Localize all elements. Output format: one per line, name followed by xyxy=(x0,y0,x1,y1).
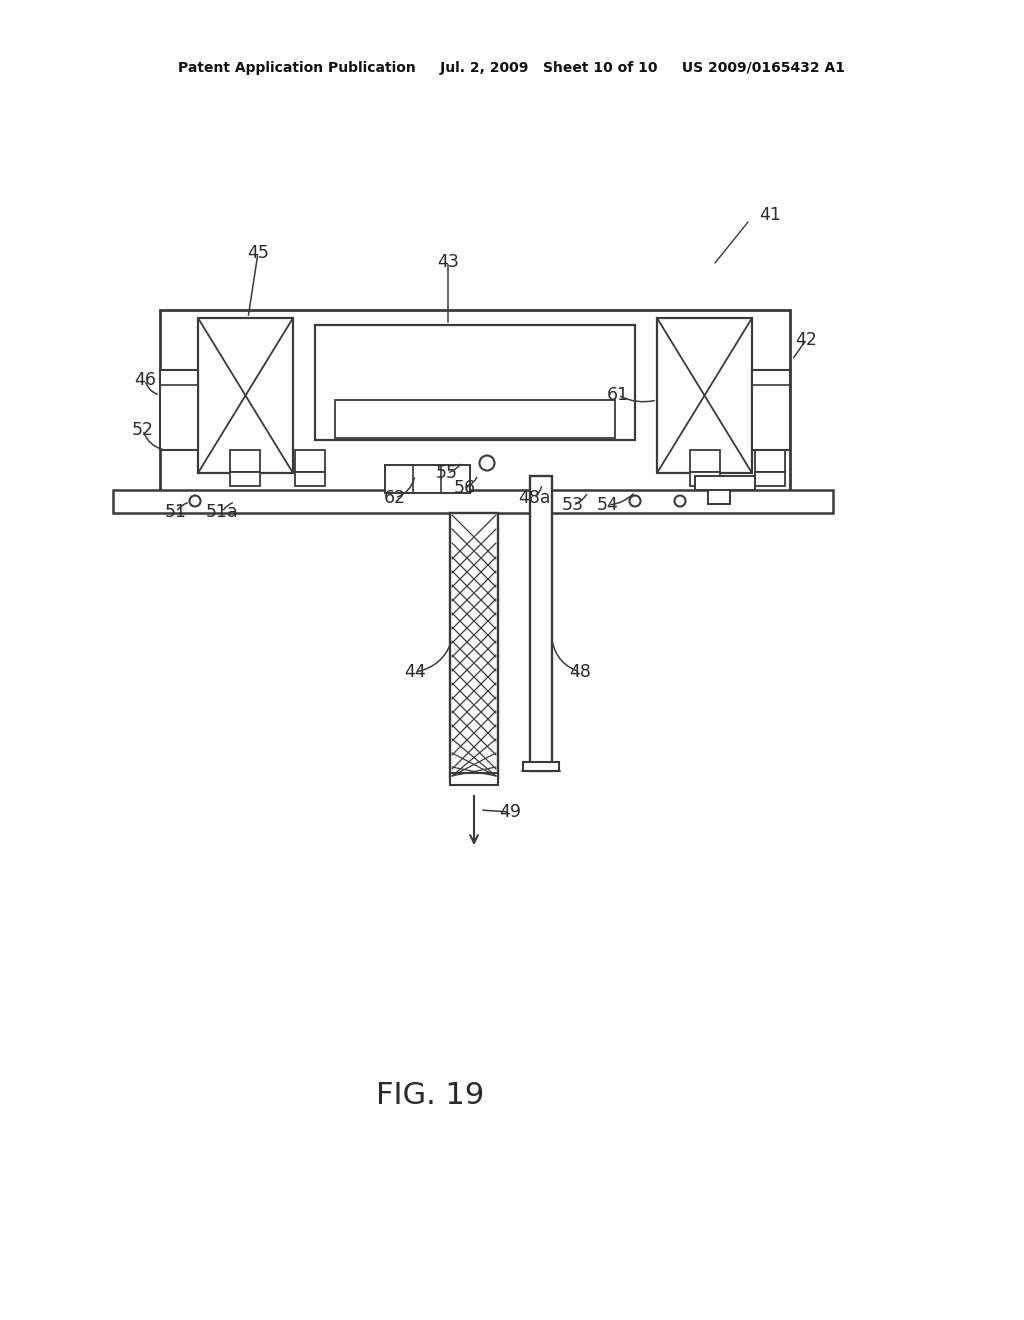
Bar xyxy=(295,450,325,473)
Text: FIG. 19: FIG. 19 xyxy=(376,1081,484,1110)
Text: 53: 53 xyxy=(562,496,584,513)
Text: 54: 54 xyxy=(597,496,618,513)
Text: 42: 42 xyxy=(795,331,817,348)
Text: 62: 62 xyxy=(384,488,407,507)
Bar xyxy=(690,450,720,473)
Bar xyxy=(530,477,552,771)
Bar xyxy=(690,473,720,486)
Text: Patent Application Publication     Jul. 2, 2009   Sheet 10 of 10     US 2009/016: Patent Application Publication Jul. 2, 2… xyxy=(178,61,846,75)
Bar xyxy=(708,490,730,504)
Text: 55: 55 xyxy=(436,465,458,482)
Bar xyxy=(295,473,325,486)
Text: 51a: 51a xyxy=(206,503,239,521)
Text: 41: 41 xyxy=(759,206,781,224)
Bar xyxy=(755,473,785,486)
Bar xyxy=(335,400,615,438)
Bar xyxy=(230,450,260,473)
Text: 48a: 48a xyxy=(518,488,550,507)
Bar xyxy=(315,325,635,440)
Bar xyxy=(160,370,198,450)
Text: 44: 44 xyxy=(404,663,426,681)
Bar xyxy=(385,465,470,492)
Text: 48: 48 xyxy=(569,663,591,681)
Bar xyxy=(450,513,498,777)
Bar xyxy=(695,477,755,490)
Bar xyxy=(657,318,752,473)
Text: 43: 43 xyxy=(437,253,459,271)
Bar xyxy=(113,490,833,513)
Text: 52: 52 xyxy=(132,421,154,440)
Bar xyxy=(198,318,293,473)
Bar xyxy=(755,450,785,473)
Text: 46: 46 xyxy=(134,371,156,389)
Bar xyxy=(230,473,260,486)
Bar xyxy=(752,370,790,450)
Text: 45: 45 xyxy=(247,244,269,261)
Bar xyxy=(450,774,498,785)
Text: 56: 56 xyxy=(454,479,476,498)
Text: 49: 49 xyxy=(499,803,521,821)
Bar xyxy=(523,762,559,771)
Text: 61: 61 xyxy=(607,385,629,404)
Text: 51: 51 xyxy=(165,503,187,521)
Bar xyxy=(160,310,790,495)
